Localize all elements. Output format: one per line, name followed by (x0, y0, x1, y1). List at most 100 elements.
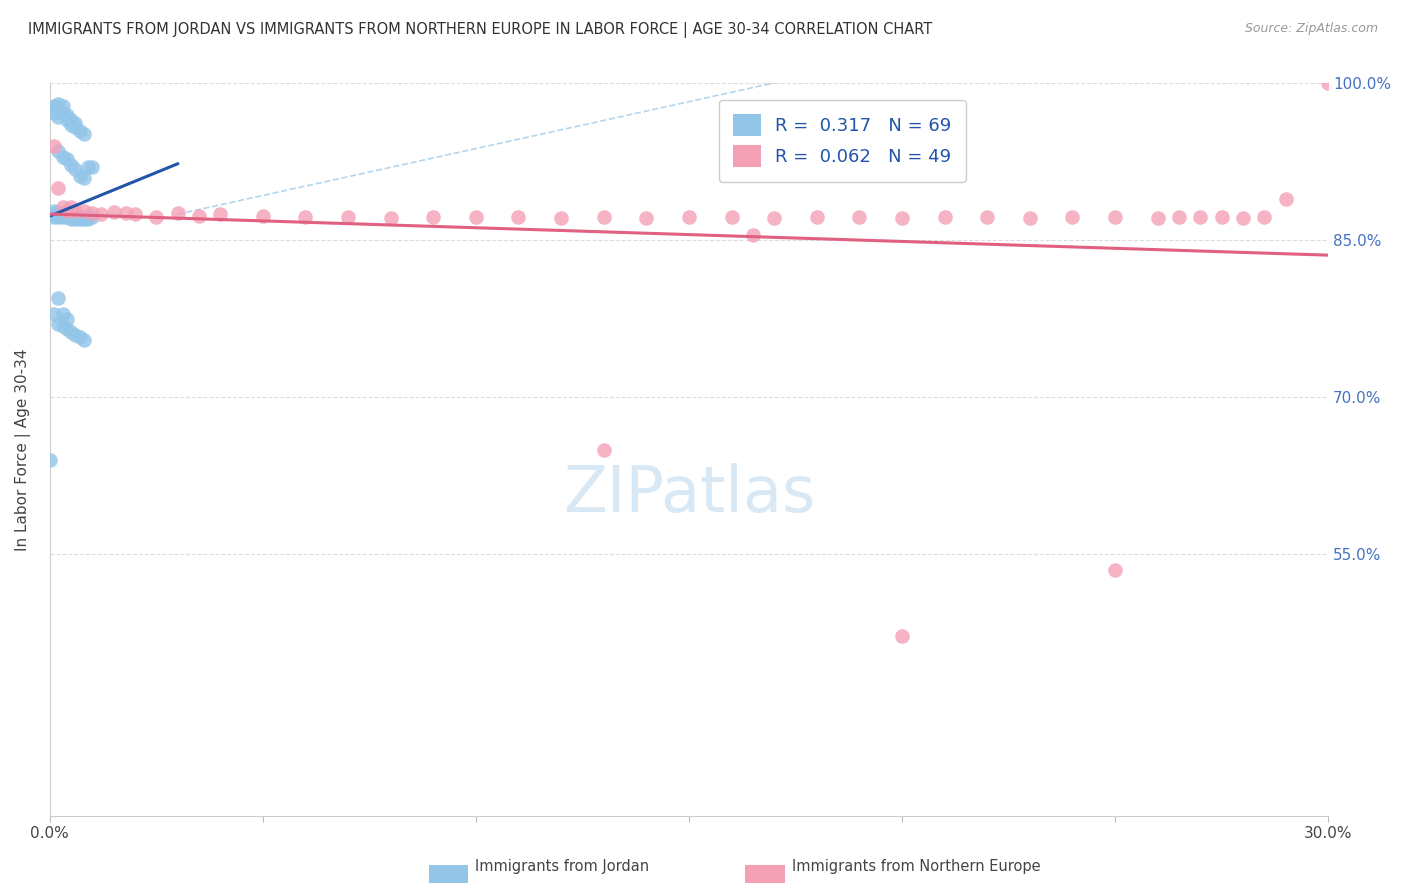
Point (82, 160, 104, 174)
Point (1018, 211, 1040, 226)
Point (60, 210, 83, 224)
Point (187, 210, 209, 224)
Point (69, 212, 91, 227)
Point (42, 139, 65, 153)
Point (69, 329, 91, 343)
Point (337, 211, 360, 225)
Point (73, 127, 96, 141)
Point (720, 211, 742, 225)
Point (252, 210, 274, 224)
Point (592, 442, 614, 457)
Point (69, 169, 91, 183)
Point (56, 208, 79, 222)
Point (1146, 211, 1168, 226)
Point (53, 207, 76, 221)
Point (65, 116, 87, 130)
Point (56, 204, 79, 219)
Point (1168, 211, 1191, 225)
Point (1211, 211, 1233, 225)
Text: Source: ZipAtlas.com: Source: ZipAtlas.com (1244, 22, 1378, 36)
Y-axis label: In Labor Force | Age 30-34: In Labor Force | Age 30-34 (15, 349, 31, 551)
Point (678, 211, 700, 225)
Point (77, 211, 100, 225)
Point (1189, 211, 1212, 225)
Point (51, 200, 73, 214)
Point (82, 211, 104, 225)
Point (60, 326, 83, 340)
Point (1253, 211, 1275, 225)
Point (46, 205, 69, 219)
Text: Immigrants from Jordan: Immigrants from Jordan (475, 859, 650, 874)
Point (60, 158, 83, 172)
Point (891, 211, 914, 226)
Point (60, 118, 83, 132)
Point (56, 113, 79, 128)
Point (464, 211, 486, 225)
Point (46, 211, 69, 225)
Point (46, 181, 69, 195)
Point (42, 211, 65, 225)
Point (49, 207, 72, 221)
Point (46, 291, 69, 305)
Point (380, 211, 402, 226)
Point (115, 206, 138, 220)
Point (42, 204, 65, 219)
Point (294, 211, 316, 225)
Point (103, 205, 125, 219)
Point (51, 99, 73, 113)
Point (38, 453, 60, 467)
Point (934, 211, 956, 225)
Point (65, 211, 87, 225)
Point (41, 207, 63, 221)
Point (124, 207, 146, 221)
Point (51, 211, 73, 225)
Point (56, 311, 79, 326)
Point (82, 206, 104, 220)
Point (51, 307, 73, 321)
Text: IMMIGRANTS FROM JORDAN VS IMMIGRANTS FROM NORTHERN EUROPE IN LABOR FORCE | AGE 3: IMMIGRANTS FROM JORDAN VS IMMIGRANTS FRO… (28, 22, 932, 38)
Point (56, 206, 79, 220)
Point (741, 228, 763, 243)
Point (1317, 77, 1340, 91)
Point (1062, 211, 1084, 225)
Point (209, 207, 232, 221)
Point (73, 170, 96, 185)
Point (65, 207, 87, 221)
Text: Immigrants from Northern Europe: Immigrants from Northern Europe (792, 859, 1040, 874)
Point (51, 150, 73, 164)
Point (45, 210, 67, 224)
Point (1274, 192, 1296, 206)
Point (763, 211, 786, 226)
Point (65, 327, 87, 342)
Point (73, 204, 96, 219)
Point (46, 102, 69, 116)
Point (60, 206, 83, 220)
Point (46, 317, 69, 331)
Point (69, 123, 91, 137)
Point (65, 204, 87, 219)
Point (51, 105, 73, 120)
Point (90, 207, 112, 221)
Point (56, 322, 79, 336)
Point (69, 211, 91, 225)
Point (42, 307, 65, 321)
Point (806, 211, 828, 225)
Point (51, 210, 73, 224)
Point (60, 200, 83, 214)
Point (77, 160, 100, 174)
Point (1104, 563, 1126, 577)
Point (73, 212, 96, 227)
Point (56, 152, 79, 166)
Point (60, 212, 83, 227)
Point (73, 333, 96, 347)
Point (73, 211, 96, 225)
Point (42, 207, 65, 221)
Point (166, 206, 188, 220)
Point (46, 110, 69, 124)
Point (891, 629, 914, 643)
Point (46, 208, 69, 222)
Point (46, 97, 69, 112)
Point (46, 145, 69, 159)
Point (42, 105, 65, 120)
Point (145, 211, 167, 225)
